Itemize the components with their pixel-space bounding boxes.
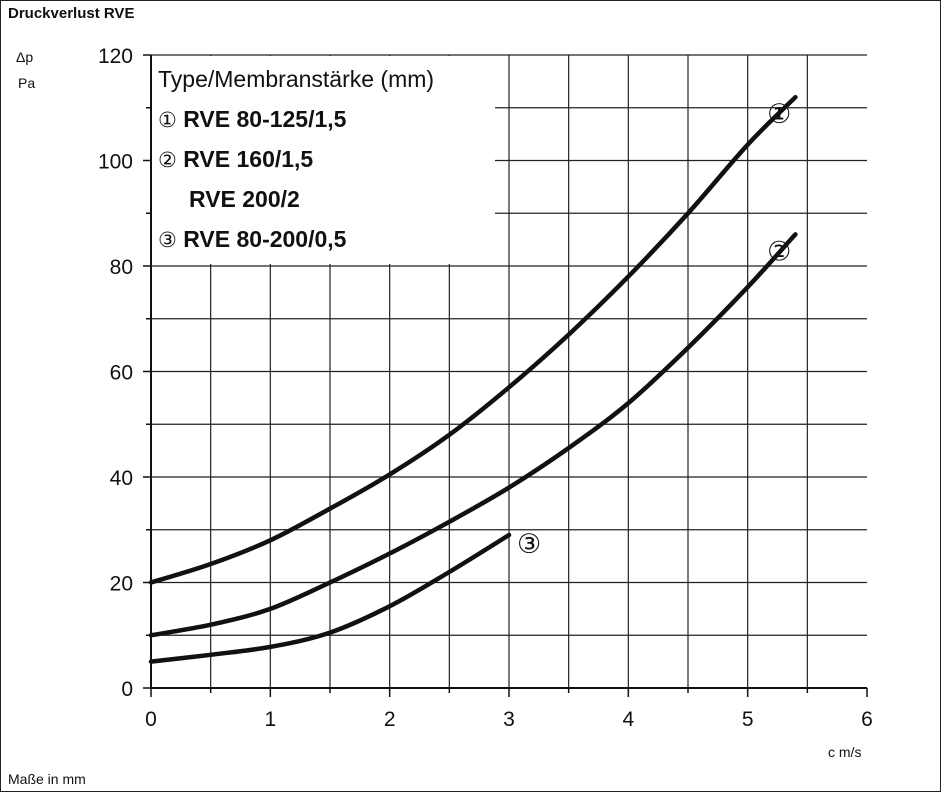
curve-2 [148,232,798,638]
y-tick-label: 40 [110,467,133,490]
curve-markers: ① ② ③ [517,99,791,560]
legend-text-2: RVE 160/1,5 [183,146,314,172]
legend-marker-2: ② [158,148,177,172]
x-tick-label: 5 [742,708,754,731]
curve-marker-2: ② [767,236,791,267]
legend-entry-3: RVE 200/2 [189,186,300,213]
curve-marker-3: ③ [517,529,541,560]
x-tick-label: 6 [861,708,873,731]
legend-text-4: RVE 80-200/0,5 [183,226,347,252]
grid [151,54,867,688]
y-tick-label: 100 [98,151,133,174]
legend-entry-1: ① RVE 80-125/1,5 [158,106,346,133]
x-tick-label: 4 [622,708,634,731]
y-tick-label: 20 [110,573,133,596]
y-axis-unit: Pa [18,75,36,91]
legend-entry-2: ② RVE 160/1,5 [158,146,313,173]
legend: Type/Membranstärke (mm) ① RVE 80-125/1,5… [152,56,495,264]
x-tick-label: 0 [145,708,157,731]
x-tick-label: 1 [264,708,276,731]
legend-title: Type/Membranstärke (mm) [158,66,435,92]
chart-title: Druckverlust RVE [8,5,135,22]
footnote: Maße in mm [8,771,86,787]
y-tick-label: 60 [110,362,133,385]
x-tick-label: 3 [503,708,515,731]
x-tick-label: 2 [384,708,396,731]
y-tick-label: 120 [98,45,133,68]
x-axis-unit: c m/s [828,744,862,760]
y-tick-label: 80 [110,256,133,279]
curve-marker-1: ① [767,99,791,130]
legend-marker-1: ① [158,108,177,132]
y-tick-label: 0 [121,678,133,701]
legend-text-1: RVE 80-125/1,5 [183,106,347,132]
legend-text-3: RVE 200/2 [189,186,300,212]
legend-marker-4: ③ [158,228,177,252]
curves [148,94,798,664]
curve-1 [148,94,798,585]
tick-labels: 0 20 40 60 80 100 120 0 1 2 3 4 5 6 [98,45,873,731]
legend-entry-4: ③ RVE 80-200/0,5 [158,226,346,253]
y-axis-label: Δp [16,49,34,65]
curve-3 [148,532,512,664]
